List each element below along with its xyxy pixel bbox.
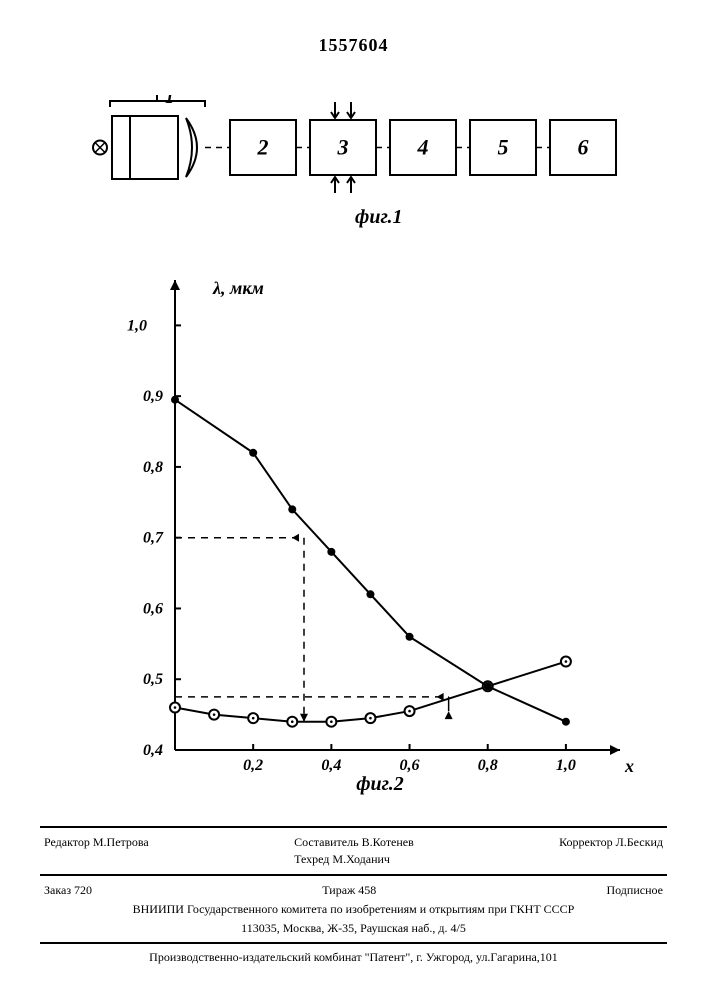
svg-text:0,8: 0,8 bbox=[143, 459, 163, 476]
prod-line: Производственно-издательский комбинат "П… bbox=[40, 948, 667, 967]
svg-text:0,8: 0,8 bbox=[478, 757, 498, 774]
figure-2: 0,2 0,4 0,6 0,8 1,0 0,4 0,5 0,6 0,7 0,8 0,9 1,0 λ, м… bbox=[85, 270, 645, 800]
compiler-techred: Составитель В.Котенев Техред М.Ходанич bbox=[294, 834, 414, 868]
techred-label: Техред bbox=[294, 852, 329, 866]
corrector-name: Л.Бескид bbox=[616, 835, 663, 849]
svg-text:0,6: 0,6 bbox=[400, 757, 420, 774]
svg-text:6: 6 bbox=[578, 135, 589, 160]
svg-text:x: x bbox=[624, 756, 634, 776]
figure-2-svg: 0,2 0,4 0,6 0,8 1,0 0,4 0,5 0,6 0,7 0,8 0,9 1,0 λ, м… bbox=[85, 270, 645, 800]
compiler-label: Составитель bbox=[294, 835, 358, 849]
editor-label: Редактор bbox=[44, 835, 90, 849]
subscribed: Подписное bbox=[606, 882, 663, 899]
editor: Редактор М.Петрова bbox=[44, 834, 149, 868]
order: Заказ 720 bbox=[44, 882, 92, 899]
svg-text:2: 2 bbox=[257, 135, 269, 160]
page: 1557604 123456фиг.1 0,20,40,60,81,00,40,… bbox=[0, 0, 707, 1000]
divider bbox=[40, 826, 667, 828]
footer-row-credits: Редактор М.Петрова Составитель В.Котенев… bbox=[40, 832, 667, 870]
svg-text:фиг.1: фиг.1 bbox=[355, 206, 403, 228]
svg-text:1,0: 1,0 bbox=[127, 317, 147, 334]
org-line-2: 113035, Москва, Ж-35, Раушская наб., д. … bbox=[40, 919, 667, 938]
svg-text:1,0: 1,0 bbox=[556, 757, 576, 774]
footer: Редактор М.Петрова Составитель В.Котенев… bbox=[40, 822, 667, 967]
figure-1: 1 2 3 4 5 6 фиг.1 bbox=[90, 95, 630, 235]
svg-text:0,4: 0,4 bbox=[321, 757, 341, 774]
svg-text:5: 5 bbox=[498, 135, 509, 160]
org-line-1: ВНИИПИ Государственного комитета по изоб… bbox=[40, 900, 667, 919]
document-number: 1557604 bbox=[0, 35, 707, 56]
divider bbox=[40, 874, 667, 876]
svg-text:4: 4 bbox=[417, 135, 429, 160]
svg-text:0,5: 0,5 bbox=[143, 671, 163, 688]
svg-text:фиг.2: фиг.2 bbox=[356, 773, 404, 795]
corrector: Корректор Л.Бескид bbox=[559, 834, 663, 868]
svg-text:0,7: 0,7 bbox=[143, 530, 164, 547]
compiler-name: В.Котенев bbox=[362, 835, 414, 849]
svg-text:1: 1 bbox=[165, 95, 174, 107]
figure-1-svg: 1 2 3 4 5 6 фиг.1 bbox=[90, 95, 630, 235]
svg-text:3: 3 bbox=[337, 135, 349, 160]
svg-text:0,6: 0,6 bbox=[143, 600, 163, 617]
svg-text:λ, мкм: λ, мкм bbox=[212, 278, 264, 298]
techred-name: М.Ходанич bbox=[332, 852, 390, 866]
svg-text:0,4: 0,4 bbox=[143, 742, 163, 759]
editor-name: М.Петрова bbox=[93, 835, 149, 849]
svg-text:0,9: 0,9 bbox=[143, 388, 163, 405]
divider bbox=[40, 942, 667, 944]
footer-row-order: Заказ 720 Тираж 458 Подписное bbox=[40, 880, 667, 901]
svg-text:0,2: 0,2 bbox=[243, 757, 263, 774]
corrector-label: Корректор bbox=[559, 835, 613, 849]
tirazh: Тираж 458 bbox=[322, 882, 376, 899]
